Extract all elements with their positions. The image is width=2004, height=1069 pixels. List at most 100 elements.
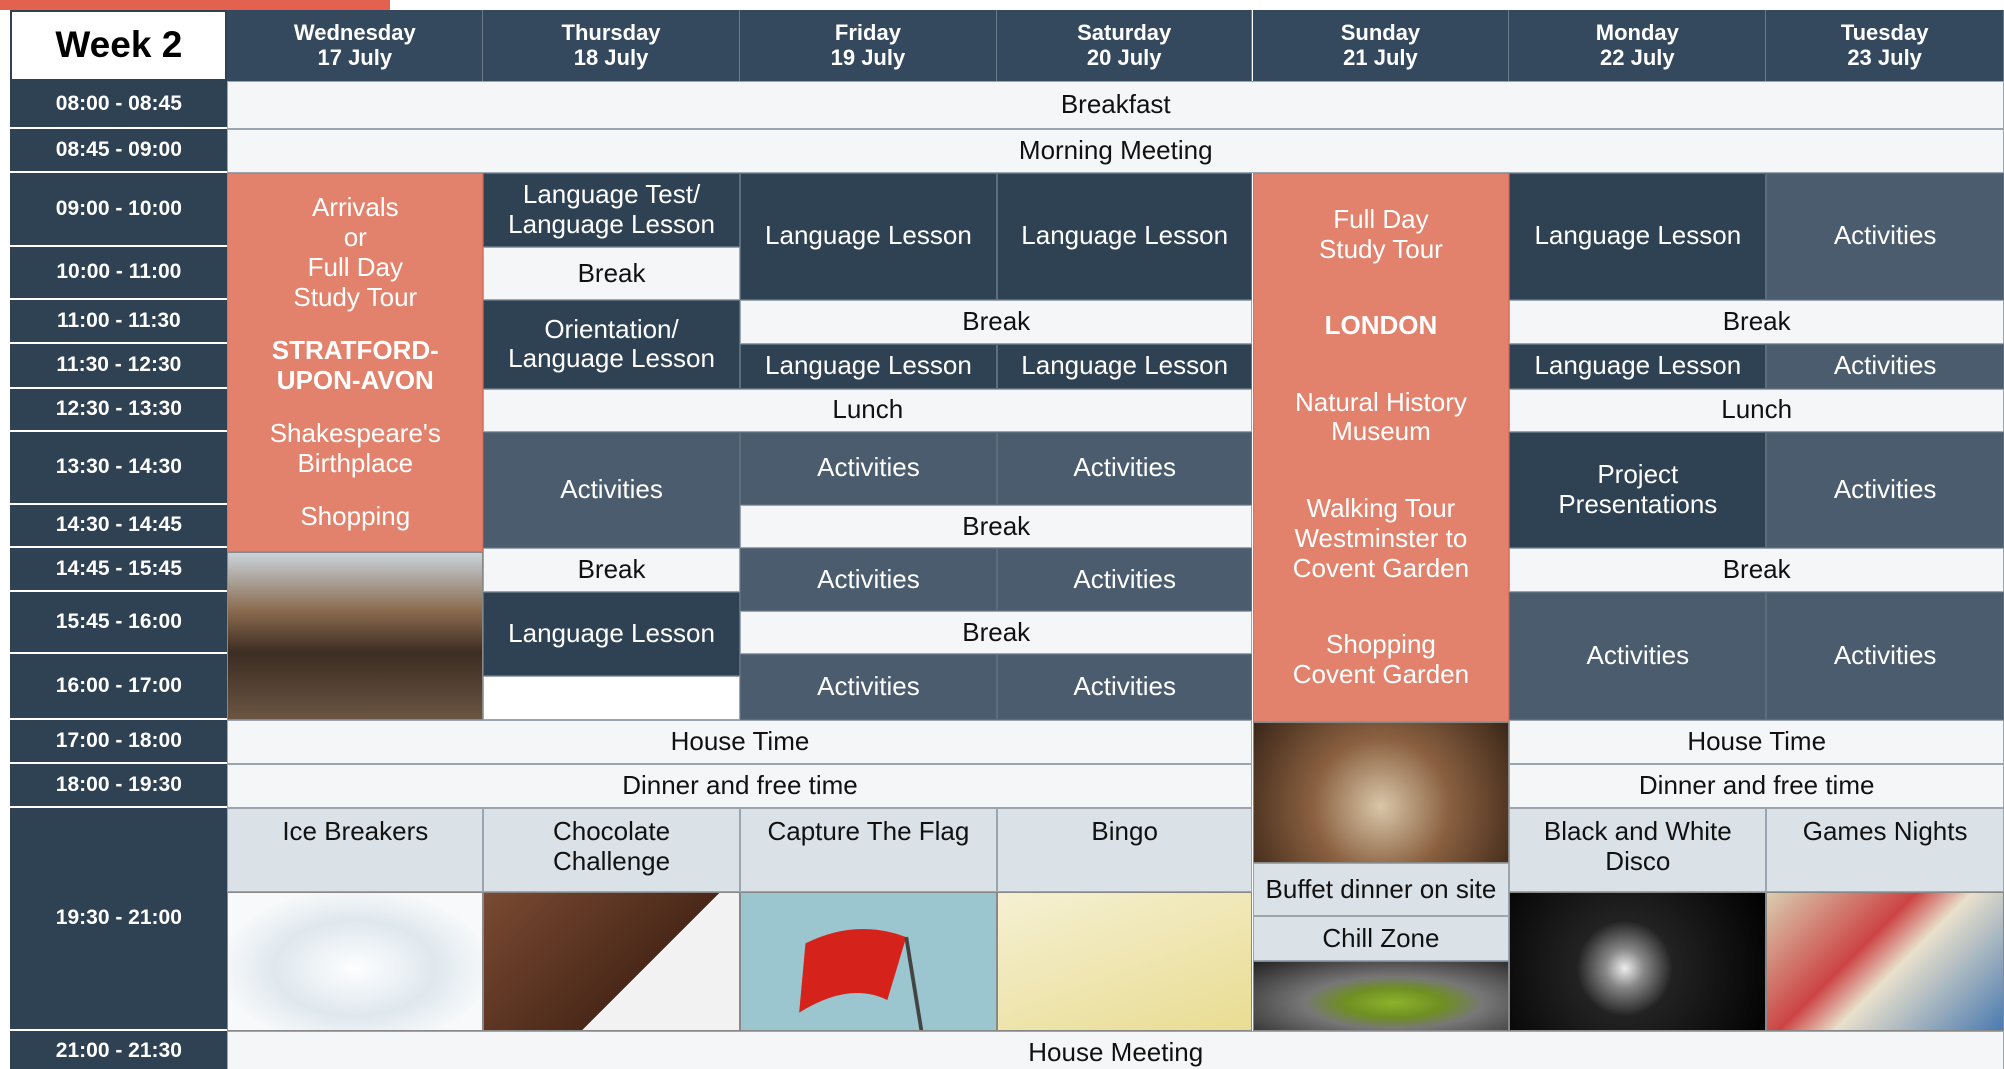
time-slot: 08:00 - 08:45 [10,80,228,130]
schedule-cell: Activities [1766,343,2004,389]
cell-text: Break [962,510,1031,541]
schedule-cell: House Time [1509,719,2004,765]
schedule-cell: Activities [739,431,997,505]
photo-ice [227,892,484,1032]
cell-text: Walking Tour Westminster to Covent Garde… [1292,492,1470,583]
cell-text: Breakfast [1060,88,1171,119]
schedule-cell: Activities [1766,172,2004,301]
schedule-cell: Activities [1766,431,2004,549]
cell-text: Shakespeare's Birthplace [269,417,441,478]
schedule-cell: Project Presentations [1509,431,1767,549]
schedule-cell: Language Lesson [739,343,997,389]
schedule-cell: Activities [996,431,1253,505]
time-slot: 17:00 - 18:00 [10,719,228,765]
empty-cell [483,676,740,720]
cell-text: Dinner and free time [622,770,858,801]
cell-text: House Time [1687,725,1827,756]
schedule-cell: Break [739,300,1253,344]
cell-text: Break [577,257,646,288]
cell-text: Break [1722,306,1791,337]
schedule-cell: Language Lesson [1509,172,1767,301]
cell-text: Games Nights [1802,815,1968,846]
schedule-cell: Activities [996,548,1253,611]
schedule-cell: Bingo [996,807,1253,893]
schedule-cell: Activities [1766,591,2004,720]
cell-text: Activities [1833,639,1937,670]
photo-museum [1252,722,1510,863]
photo-games [1766,892,2004,1032]
schedule-cell: House Time [227,719,1253,765]
schedule-cell: Language Lesson [996,343,1253,389]
schedule-cell: Break [739,504,1253,549]
cell-text: Activities [1073,671,1176,701]
cell-text: Buffet dinner on site [1265,873,1497,904]
cell-text: Break [962,616,1031,647]
week-label: Week 2 [10,10,228,81]
time-slot: 13:30 - 14:30 [10,431,228,505]
cell-text: Natural History Museum [1294,386,1467,447]
day-day: Friday [834,20,901,46]
schedule-cell: House Meeting [227,1031,2004,1069]
cell-text: Chill Zone [1322,922,1440,953]
cell-text: House Time [670,725,810,756]
cell-text: Activities [1586,639,1690,670]
cell-text: Activities [1073,563,1176,594]
cell-text: Break [1722,554,1791,585]
photo-chocolate [483,892,740,1032]
schedule-cell: Full Day Study Tour LONDON Natural History… [1252,172,1510,723]
schedule-cell: Black and White Disco [1509,807,1767,893]
day-header: Saturday 20 July [996,10,1253,81]
day-date: 21 July [1343,45,1418,71]
time-slot: 18:00 - 19:30 [10,764,228,808]
time-slot: 09:00 - 10:00 [10,172,228,247]
schedule-cell: Lunch [483,388,1253,432]
schedule-cell: Break [483,548,740,592]
day-date: 20 July [1086,45,1162,71]
day-header: Friday 19 July [739,10,997,81]
schedule-cell: Language Lesson [739,172,997,301]
schedule-cell: Dinner and free time [227,764,1253,808]
cell-text: Black and White Disco [1543,815,1732,876]
cell-text: Activities [817,671,920,701]
time-slot: 12:30 - 13:30 [10,388,228,432]
day-day: Monday [1595,20,1679,46]
schedule-cell: Buffet dinner on site [1252,862,1510,917]
cell-text: Break [577,554,646,585]
cell-text: STRATFORD- UPON-AVON [271,334,439,395]
cell-text: Activities [560,474,663,505]
cell-text: Language Test/ Language Lesson [508,178,715,239]
cell-text: Full Day Study Tour [1319,203,1443,264]
time-slot: 10:00 - 11:00 [10,246,228,301]
schedule-cell: Break [1509,548,2004,592]
cell-text: Lunch [1721,394,1793,425]
schedule-cell: Activities [739,654,997,720]
day-day: Thursday [561,20,661,46]
cell-text: Language Lesson [1021,220,1229,251]
schedule-cell: Capture The Flag [739,807,997,893]
schedule-cell: Arrivals or Full Day Study Tour STRATFORD… [227,172,484,553]
photo-chill [1252,961,1510,1032]
cell-text: Project Presentations [1558,459,1718,520]
day-header: Tuesday 23 July [1766,10,2004,81]
cell-text: Arrivals or Full Day Study Tour [293,192,418,312]
time-slot: 19:30 - 21:00 [10,807,228,1032]
schedule-cell: Chocolate Challenge [483,807,740,893]
schedule-cell: Break [1509,300,2004,344]
photo-disco [1509,892,1767,1032]
schedule-cell: Language Lesson [1509,343,1767,389]
day-day: Wednesday [293,20,416,46]
day-date: 18 July [573,45,649,71]
cell-text: Bingo [1091,815,1158,846]
schedule-cell: Break [739,610,1253,655]
top-accent [0,0,390,10]
cell-text: Language Lesson [765,350,972,381]
time-slot: 08:45 - 09:00 [10,129,228,173]
cell-text: Lunch [832,394,904,425]
day-day: Sunday [1340,20,1421,46]
cell-text: Activities [1833,474,1937,505]
cell-text: Dinner and free time [1638,770,1875,801]
cell-text: Activities [817,563,920,594]
day-date: 17 July [317,45,393,71]
cell-text: Language Lesson [1534,350,1742,381]
